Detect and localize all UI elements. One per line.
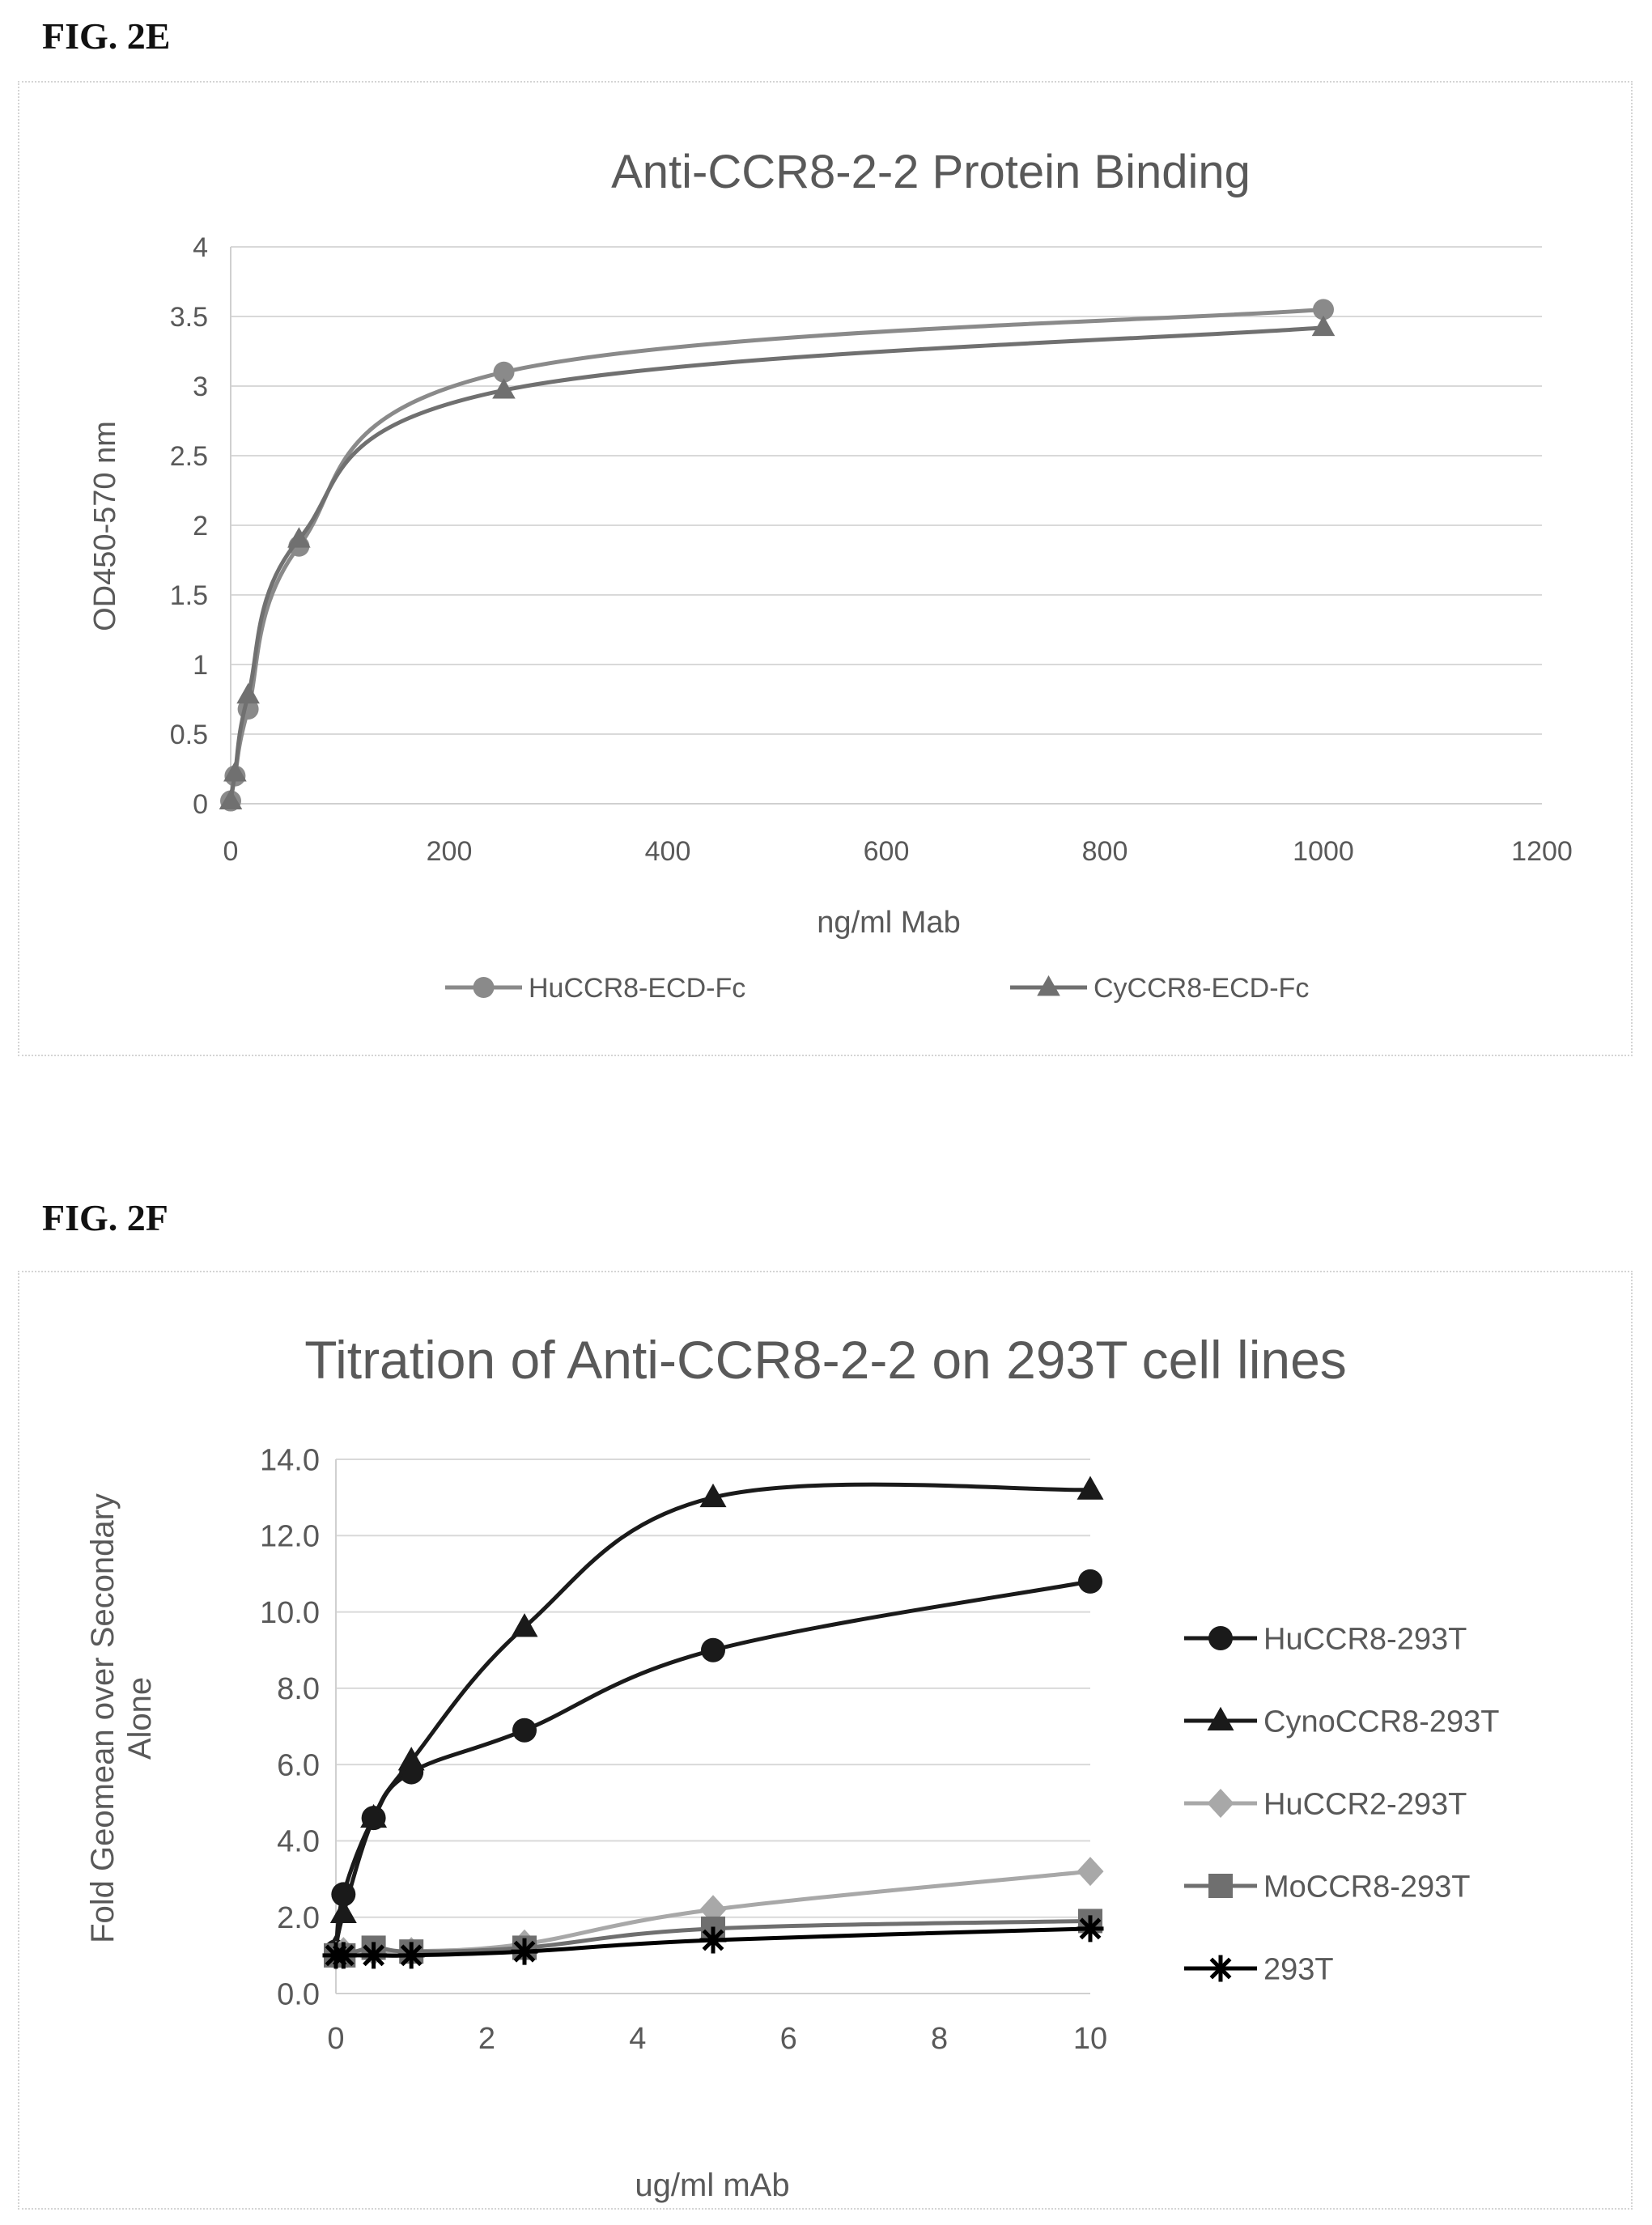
- data-point-CyCCR8-ECD-Fc-250: [492, 378, 516, 399]
- y-tick-label: 2.0: [277, 1901, 320, 1935]
- x-tick-label: 0: [327, 2022, 344, 2056]
- legend-marker-HuCCR2-293T: [1207, 1789, 1234, 1818]
- data-point-HuCCR2-293T-10: [1077, 1857, 1104, 1887]
- series-line-CynoCCR8-293T: [333, 1482, 1091, 1948]
- y-tick-label: 3.5: [170, 302, 208, 333]
- y-tick-label: 0: [193, 789, 208, 820]
- x-axis-title: ug/ml mAb: [635, 2168, 789, 2203]
- x-tick-label: 10: [1073, 2022, 1107, 2056]
- legend-marker-MoCCR8-293T: [1208, 1874, 1233, 1898]
- y-tick-label: 4: [193, 232, 208, 263]
- y-tick-label: 6.0: [277, 1748, 320, 1782]
- x-tick-label: 8: [931, 2022, 948, 2056]
- data-point-CynoCCR8-293T-0.1: [329, 1899, 357, 1923]
- x-tick-label: 1000: [1293, 836, 1354, 867]
- legend-marker-CynoCCR8-293T: [1207, 1706, 1234, 1730]
- data-point-HuCCR8-ECD-Fc-1000: [1313, 299, 1334, 321]
- data-point-HuCCR8-293T-2.5: [512, 1718, 537, 1743]
- y-tick-label: 14.0: [260, 1443, 320, 1477]
- chart-frame-2e: [18, 81, 1633, 1056]
- legend-marker-CyCCR8-ECD-Fc: [1037, 975, 1060, 996]
- figure-label-2f: FIG. 2F: [42, 1197, 168, 1238]
- legend-label-MoCCR8-293T: MoCCR8-293T: [1263, 1870, 1471, 1904]
- y-tick-label: 0.0: [277, 1977, 320, 2011]
- y-tick-label: 10.0: [260, 1596, 320, 1630]
- y-tick-label: 4.0: [277, 1825, 320, 1859]
- x-tick-label: 600: [864, 836, 910, 867]
- legend-label-293T: 293T: [1263, 1953, 1334, 1987]
- y-tick-label: 3: [193, 372, 208, 402]
- x-tick-label: 4: [629, 2022, 646, 2056]
- chart-title: Titration of Anti-CCR8-2-2 on 293T cell …: [304, 1330, 1347, 1390]
- data-point-CyCCR8-ECD-Fc-1000: [1311, 315, 1336, 337]
- series-line-HuCCR8-ECD-Fc: [228, 307, 1324, 801]
- chart-title: Anti-CCR8-2-2 Protein Binding: [611, 146, 1251, 198]
- legend-label-CynoCCR8-293T: CynoCCR8-293T: [1263, 1705, 1499, 1739]
- data-point-CyCCR8-ECD-Fc-0: [219, 788, 243, 809]
- data-point-HuCCR8-ECD-Fc-250: [493, 361, 515, 383]
- data-point-293T-0.5: [360, 1942, 388, 1969]
- data-point-293T-10: [1077, 1915, 1104, 1943]
- data-point-CyCCR8-ECD-Fc-4: [223, 761, 247, 782]
- data-point-HuCCR8-293T-10: [1078, 1569, 1102, 1594]
- data-point-293T-2.5: [511, 1938, 538, 1965]
- y-tick-label: 1: [193, 650, 208, 681]
- data-point-CynoCCR8-293T-2.5: [511, 1613, 538, 1637]
- series-line-CyCCR8-ECD-Fc: [228, 325, 1324, 801]
- data-point-293T-1: [397, 1942, 425, 1969]
- x-tick-label: 6: [780, 2022, 797, 2056]
- y-axis-title: OD450-570 nm: [88, 421, 122, 631]
- y-tick-label: 0.5: [170, 720, 208, 750]
- data-point-CynoCCR8-293T-0.5: [360, 1803, 388, 1828]
- data-point-CynoCCR8-293T-1: [397, 1747, 425, 1771]
- x-axis-title: ng/ml Mab: [817, 906, 960, 940]
- legend-label-HuCCR2-293T: HuCCR2-293T: [1263, 1788, 1467, 1822]
- chart-2e: 0 0.5 1 1.5 2 2.5 3 3.5 4 0 200 400 600 800 1000 1200 An…: [88, 146, 1573, 1004]
- data-point-HuCCR8-293T-5: [701, 1637, 725, 1662]
- y-tick-label: 12.0: [260, 1520, 320, 1554]
- data-point-293T-0.1: [329, 1942, 357, 1969]
- chart-2f: 0.0 2.0 4.0 6.0 8.0 10.0 12.0 14.0 0 2 4 6 8 10 Titrat…: [85, 1330, 1499, 2203]
- legend-marker-293T: [1207, 1955, 1234, 1982]
- data-point-CynoCCR8-293T-10: [1077, 1476, 1104, 1500]
- legend-marker-HuCCR8-293T: [1208, 1626, 1233, 1650]
- data-point-CyCCR8-ECD-Fc-16: [236, 682, 260, 704]
- figure-label-2e: FIG. 2E: [42, 15, 171, 57]
- x-tick-label: 2: [478, 2022, 495, 2056]
- y-tick-label: 8.0: [277, 1672, 320, 1706]
- y-tick-label: 2: [193, 511, 208, 541]
- legend-marker-HuCCR8-ECD-Fc: [473, 977, 495, 998]
- data-point-CyCCR8-ECD-Fc-62.5: [287, 527, 311, 548]
- data-point-CynoCCR8-293T-5: [699, 1483, 727, 1508]
- legend-label-HuCCR8-ECD-Fc: HuCCR8-ECD-Fc: [529, 973, 745, 1004]
- series-line-HuCCR8-293T: [333, 1579, 1091, 1952]
- x-tick-label: 200: [427, 836, 473, 867]
- legend-label-HuCCR8-293T: HuCCR8-293T: [1263, 1623, 1467, 1657]
- y-axis-title: Fold Geomean over SecondaryAlone: [85, 1493, 158, 1943]
- x-tick-label: 400: [645, 836, 691, 867]
- data-point-293T-5: [699, 1926, 727, 1954]
- chart-frame-2f: [18, 1271, 1633, 2210]
- x-tick-label: 1200: [1511, 836, 1573, 867]
- y-tick-label: 1.5: [170, 580, 208, 611]
- y-tick-label: 2.5: [170, 441, 208, 472]
- x-tick-label: 0: [223, 836, 239, 867]
- x-tick-label: 800: [1082, 836, 1128, 867]
- legend-label-CyCCR8-ECD-Fc: CyCCR8-ECD-Fc: [1094, 973, 1309, 1004]
